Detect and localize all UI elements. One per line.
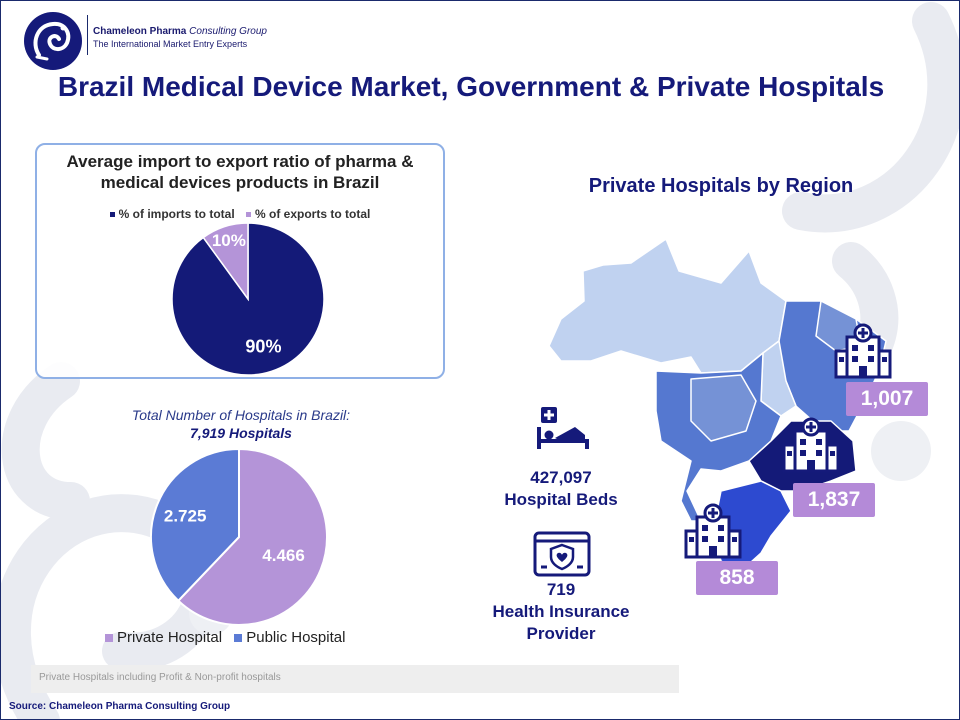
page-title: Brazil Medical Device Market, Government…	[57, 71, 885, 102]
legend-swatch-public	[234, 634, 243, 643]
badge-southeast: 1,837	[793, 483, 875, 517]
company-name: Chameleon Pharma Consulting Group	[93, 26, 267, 37]
map-region-mato-grosso	[690, 374, 757, 442]
legend-private: Private Hospital	[105, 629, 222, 646]
health-insurance-stat: 719 Health Insurance Provider	[471, 579, 651, 645]
map-title: Private Hospitals by Region	[588, 175, 854, 197]
hospital-beds-stat: 427,097 Hospital Beds	[491, 467, 631, 511]
company-tagline: The International Market Entry Experts	[93, 39, 248, 49]
hospitals-total: 7,919 Hospitals	[190, 425, 292, 441]
health-insurance-card-icon	[533, 531, 591, 577]
hospital-beds-label: Hospital Beds	[504, 490, 618, 509]
legend-label-private: Private Hospital	[117, 629, 223, 646]
badge-northeast: 1,007	[846, 382, 928, 416]
legend-swatch-imports	[109, 212, 115, 218]
legend-public: Public Hospital	[234, 629, 345, 646]
health-insurance-value: 719	[546, 580, 576, 599]
hospital-bed-icon	[537, 407, 589, 449]
hospitals-caption: Total Number of Hospitals in Brazil: 7,9…	[61, 406, 421, 442]
legend-swatch-exports	[246, 212, 251, 218]
hospital-building-icon-south	[684, 503, 742, 559]
legend-exports: % of exports to total	[246, 207, 370, 221]
legend-label-imports: % of imports to total	[118, 207, 235, 221]
logo-divider	[87, 15, 88, 55]
footnote: Private Hospitals including Profit & Non…	[39, 672, 281, 683]
ratio-chart-title: Average import to export ratio of pharma…	[66, 152, 414, 192]
hospitals-legend: Private Hospital Public Hospital	[101, 629, 401, 646]
hospitals-caption-line1: Total Number of Hospitals in Brazil:	[131, 407, 351, 423]
legend-swatch-private	[105, 634, 113, 643]
hospital-building-icon-southeast	[782, 417, 840, 473]
chameleon-logo-icon	[24, 12, 82, 70]
hospital-beds-value: 427,097	[530, 468, 592, 487]
hospital-building-icon-northeast	[834, 323, 892, 379]
health-insurance-label-line1: Health Insurance	[492, 602, 630, 621]
health-insurance-label-line2: Provider	[526, 624, 596, 643]
ratio-chart-legend: % of imports to total % of exports to to…	[37, 207, 443, 221]
map-region-north	[548, 238, 787, 374]
badge-south: 858	[696, 561, 778, 595]
legend-label-public: Public Hospital	[246, 629, 346, 646]
source-note: Source: Chameleon Pharma Consulting Grou…	[9, 701, 231, 712]
legend-label-exports: % of exports to total	[255, 207, 371, 221]
legend-imports: % of imports to total	[109, 207, 235, 221]
footnote-bar: Private Hospitals including Profit & Non…	[31, 665, 679, 693]
